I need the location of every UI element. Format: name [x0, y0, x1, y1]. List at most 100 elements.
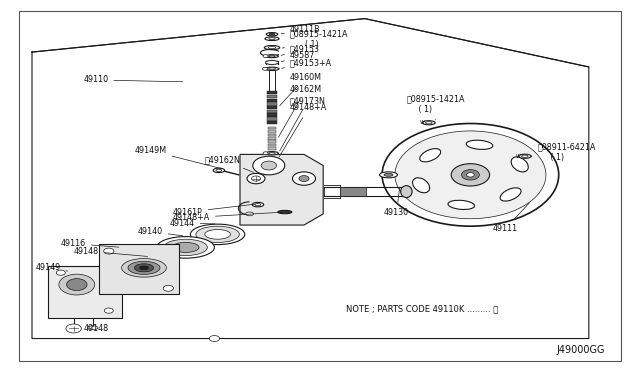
Ellipse shape — [122, 259, 166, 277]
Ellipse shape — [252, 202, 264, 207]
FancyBboxPatch shape — [267, 95, 277, 98]
Text: ⓝ08915-1421A
     ( 1): ⓝ08915-1421A ( 1) — [406, 94, 465, 120]
FancyBboxPatch shape — [340, 187, 366, 196]
Text: ⓙ49173N: ⓙ49173N — [280, 96, 326, 151]
Ellipse shape — [268, 46, 276, 49]
Text: ⓝ08915-1421A
      ( 1): ⓝ08915-1421A ( 1) — [282, 29, 348, 49]
Circle shape — [467, 173, 474, 177]
Ellipse shape — [426, 122, 432, 124]
Circle shape — [451, 164, 490, 186]
Ellipse shape — [140, 266, 148, 270]
Circle shape — [263, 152, 268, 155]
Ellipse shape — [265, 37, 279, 41]
Ellipse shape — [266, 61, 278, 64]
Text: 49148+A: 49148+A — [279, 103, 327, 157]
Circle shape — [262, 67, 268, 70]
FancyBboxPatch shape — [267, 113, 277, 117]
Ellipse shape — [205, 230, 230, 239]
Text: 49587: 49587 — [281, 51, 316, 62]
Circle shape — [299, 176, 309, 182]
Ellipse shape — [266, 158, 278, 161]
Ellipse shape — [128, 261, 160, 275]
Ellipse shape — [380, 172, 397, 178]
Ellipse shape — [213, 168, 225, 173]
Ellipse shape — [269, 68, 275, 70]
FancyBboxPatch shape — [267, 117, 277, 121]
Circle shape — [261, 161, 276, 170]
Ellipse shape — [500, 188, 521, 201]
Ellipse shape — [511, 157, 528, 172]
Circle shape — [104, 308, 113, 313]
Ellipse shape — [269, 55, 275, 57]
Text: 49110: 49110 — [83, 76, 183, 84]
Ellipse shape — [420, 148, 441, 162]
Polygon shape — [240, 154, 323, 225]
Ellipse shape — [466, 140, 493, 150]
Circle shape — [59, 274, 95, 295]
Circle shape — [395, 131, 546, 219]
Ellipse shape — [269, 153, 275, 154]
Ellipse shape — [266, 32, 278, 36]
Ellipse shape — [265, 67, 279, 70]
Text: NOTE ; PARTS CODE 49110K ......... Ⓐ: NOTE ; PARTS CODE 49110K ......... Ⓐ — [346, 304, 498, 313]
Text: ⓙ49162N: ⓙ49162N — [205, 155, 253, 172]
Text: W: W — [420, 120, 425, 125]
Ellipse shape — [172, 243, 199, 252]
Ellipse shape — [216, 169, 222, 171]
Ellipse shape — [401, 186, 412, 198]
Ellipse shape — [246, 212, 253, 216]
Circle shape — [263, 55, 268, 58]
Text: 49162M: 49162M — [278, 85, 322, 137]
Text: 49149: 49149 — [35, 263, 68, 272]
Circle shape — [253, 156, 285, 175]
Text: 49130: 49130 — [384, 187, 409, 217]
Text: 49111B: 49111B — [281, 25, 321, 34]
FancyBboxPatch shape — [267, 110, 277, 113]
Ellipse shape — [191, 224, 245, 245]
FancyBboxPatch shape — [267, 106, 277, 109]
Ellipse shape — [164, 239, 207, 256]
FancyBboxPatch shape — [268, 144, 276, 146]
Ellipse shape — [266, 55, 278, 58]
Text: J49000GG: J49000GG — [557, 345, 605, 355]
Text: ⓙ49153+A: ⓙ49153+A — [282, 58, 332, 68]
Text: ⓙ49153: ⓙ49153 — [281, 44, 320, 55]
FancyBboxPatch shape — [267, 91, 277, 94]
Text: W: W — [516, 154, 521, 159]
Ellipse shape — [196, 226, 239, 243]
Text: 49111: 49111 — [493, 203, 529, 233]
Circle shape — [247, 173, 265, 184]
Text: 49148: 49148 — [74, 247, 148, 256]
Text: 49149M: 49149M — [134, 146, 221, 169]
Ellipse shape — [269, 33, 275, 35]
Circle shape — [163, 285, 173, 291]
Ellipse shape — [522, 155, 528, 157]
Circle shape — [461, 170, 479, 180]
Ellipse shape — [413, 178, 429, 193]
Text: 49144: 49144 — [170, 219, 215, 228]
Circle shape — [67, 279, 87, 291]
Circle shape — [56, 270, 65, 275]
Ellipse shape — [448, 200, 475, 209]
FancyBboxPatch shape — [267, 121, 277, 124]
FancyBboxPatch shape — [268, 137, 276, 140]
Circle shape — [292, 172, 316, 185]
FancyBboxPatch shape — [268, 147, 276, 150]
Circle shape — [209, 336, 220, 341]
FancyBboxPatch shape — [267, 99, 277, 102]
Ellipse shape — [278, 210, 292, 214]
Ellipse shape — [266, 152, 278, 155]
Text: ⓝ08911-6421A
     ( 1): ⓝ08911-6421A ( 1) — [531, 143, 596, 162]
FancyBboxPatch shape — [267, 102, 277, 106]
Ellipse shape — [422, 121, 435, 125]
Polygon shape — [99, 244, 179, 294]
Ellipse shape — [518, 154, 531, 158]
Text: 49161P: 49161P — [173, 204, 255, 217]
Circle shape — [66, 324, 81, 333]
Text: 49116: 49116 — [61, 239, 119, 248]
Ellipse shape — [384, 173, 393, 176]
Ellipse shape — [134, 264, 154, 272]
Ellipse shape — [264, 45, 280, 49]
Text: 49160M: 49160M — [280, 73, 322, 106]
FancyBboxPatch shape — [268, 134, 276, 136]
